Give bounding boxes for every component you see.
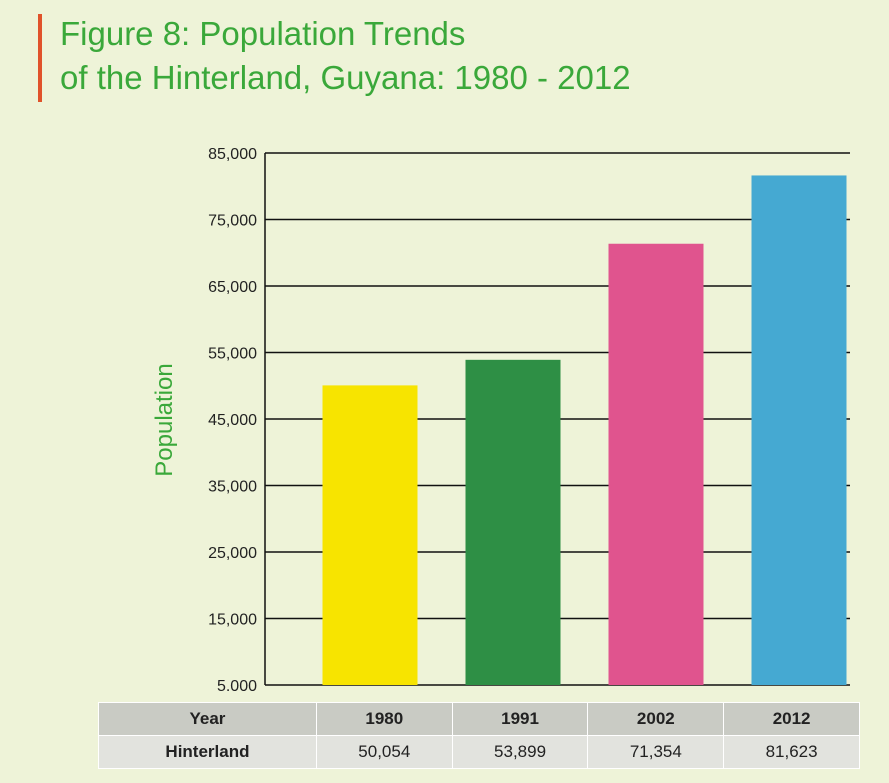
table-header-row: Year 1980 1991 2002 2012 (98, 702, 860, 736)
table-value-row: Hinterland 50,054 53,899 71,354 81,623 (98, 735, 860, 769)
chart-title: Figure 8: Population Trends of the Hinte… (60, 12, 631, 100)
y-tick-label: 25,000 (208, 545, 257, 562)
y-tick-label: 65,000 (208, 279, 257, 296)
title-accent-bar (38, 14, 42, 102)
chart-title-line-2: of the Hinterland, Guyana: 1980 - 2012 (60, 59, 631, 96)
y-tick-label: 15,000 (208, 612, 257, 629)
y-tick-label: 5.000 (217, 678, 257, 695)
table-year-cell: 2012 (723, 702, 860, 736)
bar-chart: 5.000 15,000 25,000 35,000 45,000 55,000 65,00… (151, 146, 850, 695)
table-value-cell: 81,623 (723, 735, 860, 769)
bar-1980 (322, 385, 418, 685)
table-value-cell: 50,054 (315, 735, 453, 769)
table-year-cell: 1991 (451, 702, 589, 736)
y-tick-label: 75,000 (208, 213, 257, 230)
y-tick-label: 85,000 (208, 146, 257, 163)
table-value-cell: 71,354 (587, 735, 725, 769)
bar-1991 (465, 359, 561, 685)
data-table: Year 1980 1991 2002 2012 Hinterland 50,0… (98, 702, 860, 769)
bar-2002 (608, 243, 704, 685)
chart-title-line-1: Figure 8: Population Trends (60, 15, 466, 52)
table-year-cell: 1980 (315, 702, 453, 736)
bar-2012 (751, 175, 847, 686)
table-year-cell: 2002 (587, 702, 725, 736)
y-tick-label: 45,000 (208, 412, 257, 429)
y-axis-label: Population (151, 363, 178, 476)
table-row-label: Hinterland (98, 735, 317, 769)
y-tick-label: 55,000 (208, 346, 257, 363)
table-value-cell: 53,899 (451, 735, 589, 769)
y-tick-label: 35,000 (208, 479, 257, 496)
table-header-label: Year (98, 702, 317, 736)
